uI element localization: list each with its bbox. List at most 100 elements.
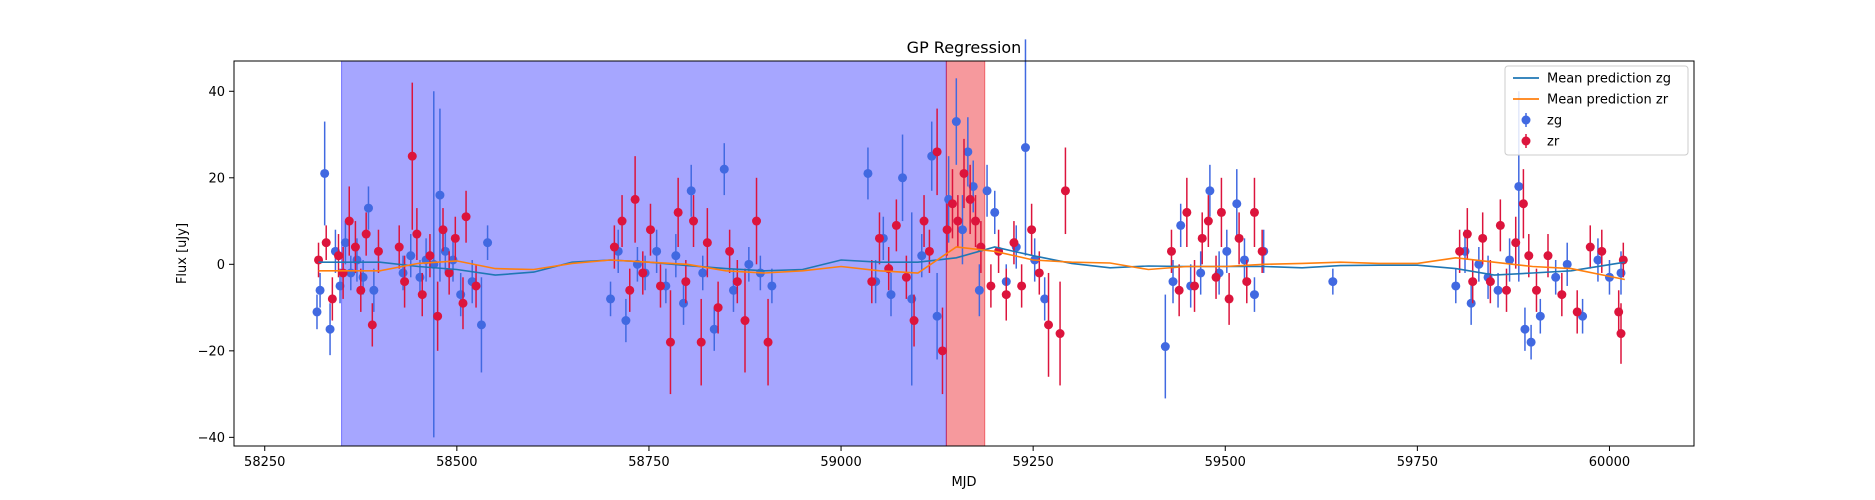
data-point-zr (1034, 268, 1044, 278)
data-point-zr (1502, 285, 1512, 295)
data-point-zr (645, 225, 655, 235)
x-tick-label: 58750 (628, 455, 669, 470)
data-point-zr (1478, 233, 1488, 243)
data-point-zr (1543, 251, 1553, 261)
y-axis-label: Flux [uJy] (175, 223, 190, 284)
data-point-zg (621, 316, 631, 326)
prediction-lines (318, 246, 1625, 281)
data-point-zr (1224, 294, 1234, 304)
legend-marker-zr (1521, 136, 1531, 146)
data-point-zg (1328, 277, 1338, 287)
x-tick-label: 59750 (1397, 455, 1438, 470)
data-point-zr (1462, 229, 1472, 239)
data-point-zr (407, 151, 417, 161)
data-point-zr (763, 337, 773, 347)
data-point-zg (957, 225, 967, 235)
data-point-zr (891, 220, 901, 230)
data-point-zg (1232, 199, 1242, 209)
data-point-zr (681, 277, 691, 287)
plot-frame (233, 60, 1695, 447)
data-point-zr (673, 207, 683, 217)
data-point-zr (1190, 281, 1200, 291)
data-point-zg (1168, 277, 1178, 287)
data-point-zg (435, 190, 445, 200)
data-point-zr (1203, 216, 1213, 226)
y-tick-label: 40 (208, 85, 225, 100)
data-point-zg (415, 272, 425, 282)
data-point-zr (461, 212, 471, 222)
legend-label-zg: zg (1547, 114, 1562, 129)
legend-label-mean-prediction-zr: Mean prediction zr (1547, 93, 1669, 108)
data-point-zg (1222, 246, 1232, 256)
data-point-zr (937, 346, 947, 356)
data-point-zr (625, 285, 635, 295)
data-point-zr (334, 251, 344, 261)
data-point-zr (942, 225, 952, 235)
data-point-zg (606, 294, 616, 304)
data-point-zg (744, 259, 754, 269)
data-point-zg (1535, 311, 1545, 321)
data-point-zg (340, 238, 350, 248)
data-point-zg (1176, 220, 1186, 230)
data-point-zg (728, 285, 738, 295)
data-point-zr (356, 285, 366, 295)
data-point-zg (363, 203, 373, 213)
data-point-zg (709, 324, 719, 334)
data-point-zr (1597, 246, 1607, 256)
data-point-zr (425, 251, 435, 261)
data-point-zr (959, 168, 969, 178)
legend-box (1504, 65, 1689, 156)
data-point-zg (398, 268, 408, 278)
data-point-zr (752, 216, 762, 226)
data-point-zr (314, 255, 324, 265)
y-tick-label: 20 (208, 171, 225, 186)
data-point-zg (1593, 255, 1603, 265)
data-point-zg (968, 181, 978, 191)
data-point-zg (1020, 143, 1030, 153)
data-point-zg (1205, 186, 1215, 196)
data-point-zr (433, 311, 443, 321)
data-point-zg (767, 281, 777, 291)
data-point-zr (932, 147, 942, 157)
data-point-zr (1468, 277, 1478, 287)
chart-title: GP Regression (907, 38, 1022, 57)
data-point-zr (655, 281, 665, 291)
y-tick-label: 0 (217, 258, 225, 273)
data-point-zr (874, 233, 884, 243)
data-point-zr (1616, 329, 1626, 339)
data-point-zg (369, 285, 379, 295)
data-point-zr (1027, 225, 1037, 235)
data-point-zr (1249, 207, 1259, 217)
data-point-zr (1511, 238, 1521, 248)
data-point-zg (335, 281, 345, 291)
data-point-zr (1174, 285, 1184, 295)
legend-label-mean-prediction-zg: Mean prediction zg (1547, 72, 1671, 87)
data-point-zg (1551, 272, 1561, 282)
data-point-zr (344, 216, 354, 226)
data-point-zg (963, 147, 973, 157)
data-point-zr (638, 268, 648, 278)
x-axis-ticks: 58250 58500 58750 59000 59250 59500 59750 60000 (244, 446, 1630, 470)
data-point-zg (1562, 259, 1572, 269)
data-point-zr (394, 242, 404, 252)
x-tick-label: 59250 (1012, 455, 1053, 470)
data-point-zr (1234, 233, 1244, 243)
data-point-zr (1211, 272, 1221, 282)
data-point-zr (471, 281, 481, 291)
data-point-zr (412, 229, 422, 239)
y-tick-label: −40 (198, 431, 225, 446)
data-point-zr (1060, 186, 1070, 196)
data-point-zg (312, 307, 322, 317)
data-point-zr (732, 277, 742, 287)
data-point-zr (327, 294, 337, 304)
data-point-zr (1182, 207, 1192, 217)
data-point-zr (321, 238, 331, 248)
data-point-zg (1505, 255, 1515, 265)
legend: Mean prediction zg Mean prediction zr zg zr (1504, 65, 1689, 156)
data-point-zr (1557, 290, 1567, 300)
data-point-zr (740, 316, 750, 326)
data-point-zr (725, 246, 735, 256)
data-point-zg (863, 168, 873, 178)
data-point-zg (346, 268, 356, 278)
